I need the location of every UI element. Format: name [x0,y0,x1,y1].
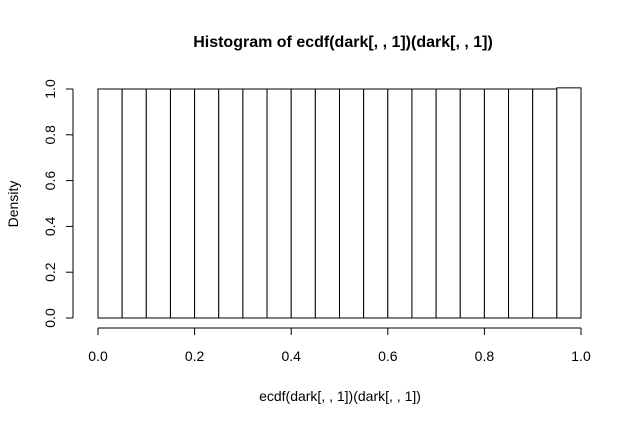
x-tick-label: 1.0 [571,348,591,364]
histogram-bar [314,88,341,319]
x-tick-label: 0.2 [185,348,205,364]
x-tick-label: 0.6 [378,348,398,364]
x-axis-label: ecdf(dark[, , 1])(dark[, , 1]) [259,388,421,404]
histogram-bar [97,88,123,319]
histogram-bar [508,88,534,319]
histogram-bar [169,88,196,319]
histogram-bar [483,88,510,319]
y-tick-label: 0.6 [42,171,58,191]
y-tick-label: 0.0 [42,308,58,328]
histogram-bar [339,88,365,319]
histogram-bar [387,88,413,319]
histogram-bar [242,88,268,319]
histogram-bar [194,88,220,319]
histogram-bar [218,88,244,319]
histogram-bar [266,88,292,319]
y-tick-label: 0.2 [42,262,58,282]
y-axis-label: Density [5,181,21,228]
histogram-bar [435,88,461,319]
histogram-bar [459,88,485,319]
histogram-bar [121,88,147,319]
y-tick-label: 0.4 [42,216,58,236]
x-tick-label: 0.0 [88,348,108,364]
histogram-bar [290,88,316,319]
y-tick-label: 1.0 [42,79,58,99]
histogram-bar [556,87,582,319]
x-axis: 0.0 0.2 0.4 0.6 0.8 1.0 [88,327,591,364]
y-axis: 0.0 0.2 0.4 0.6 0.8 1.0 [42,79,74,328]
x-tick-label: 0.8 [475,348,495,364]
histogram-bar [411,88,437,319]
histogram-bar [363,88,389,319]
chart-title: Histogram of ecdf(dark[, , 1])(dark[, , … [193,34,493,51]
y-tick-label: 0.8 [42,125,58,145]
histogram-bar [532,88,558,319]
bars-group [97,87,582,319]
x-tick-label: 0.4 [281,348,301,364]
histogram-bar [145,88,171,319]
